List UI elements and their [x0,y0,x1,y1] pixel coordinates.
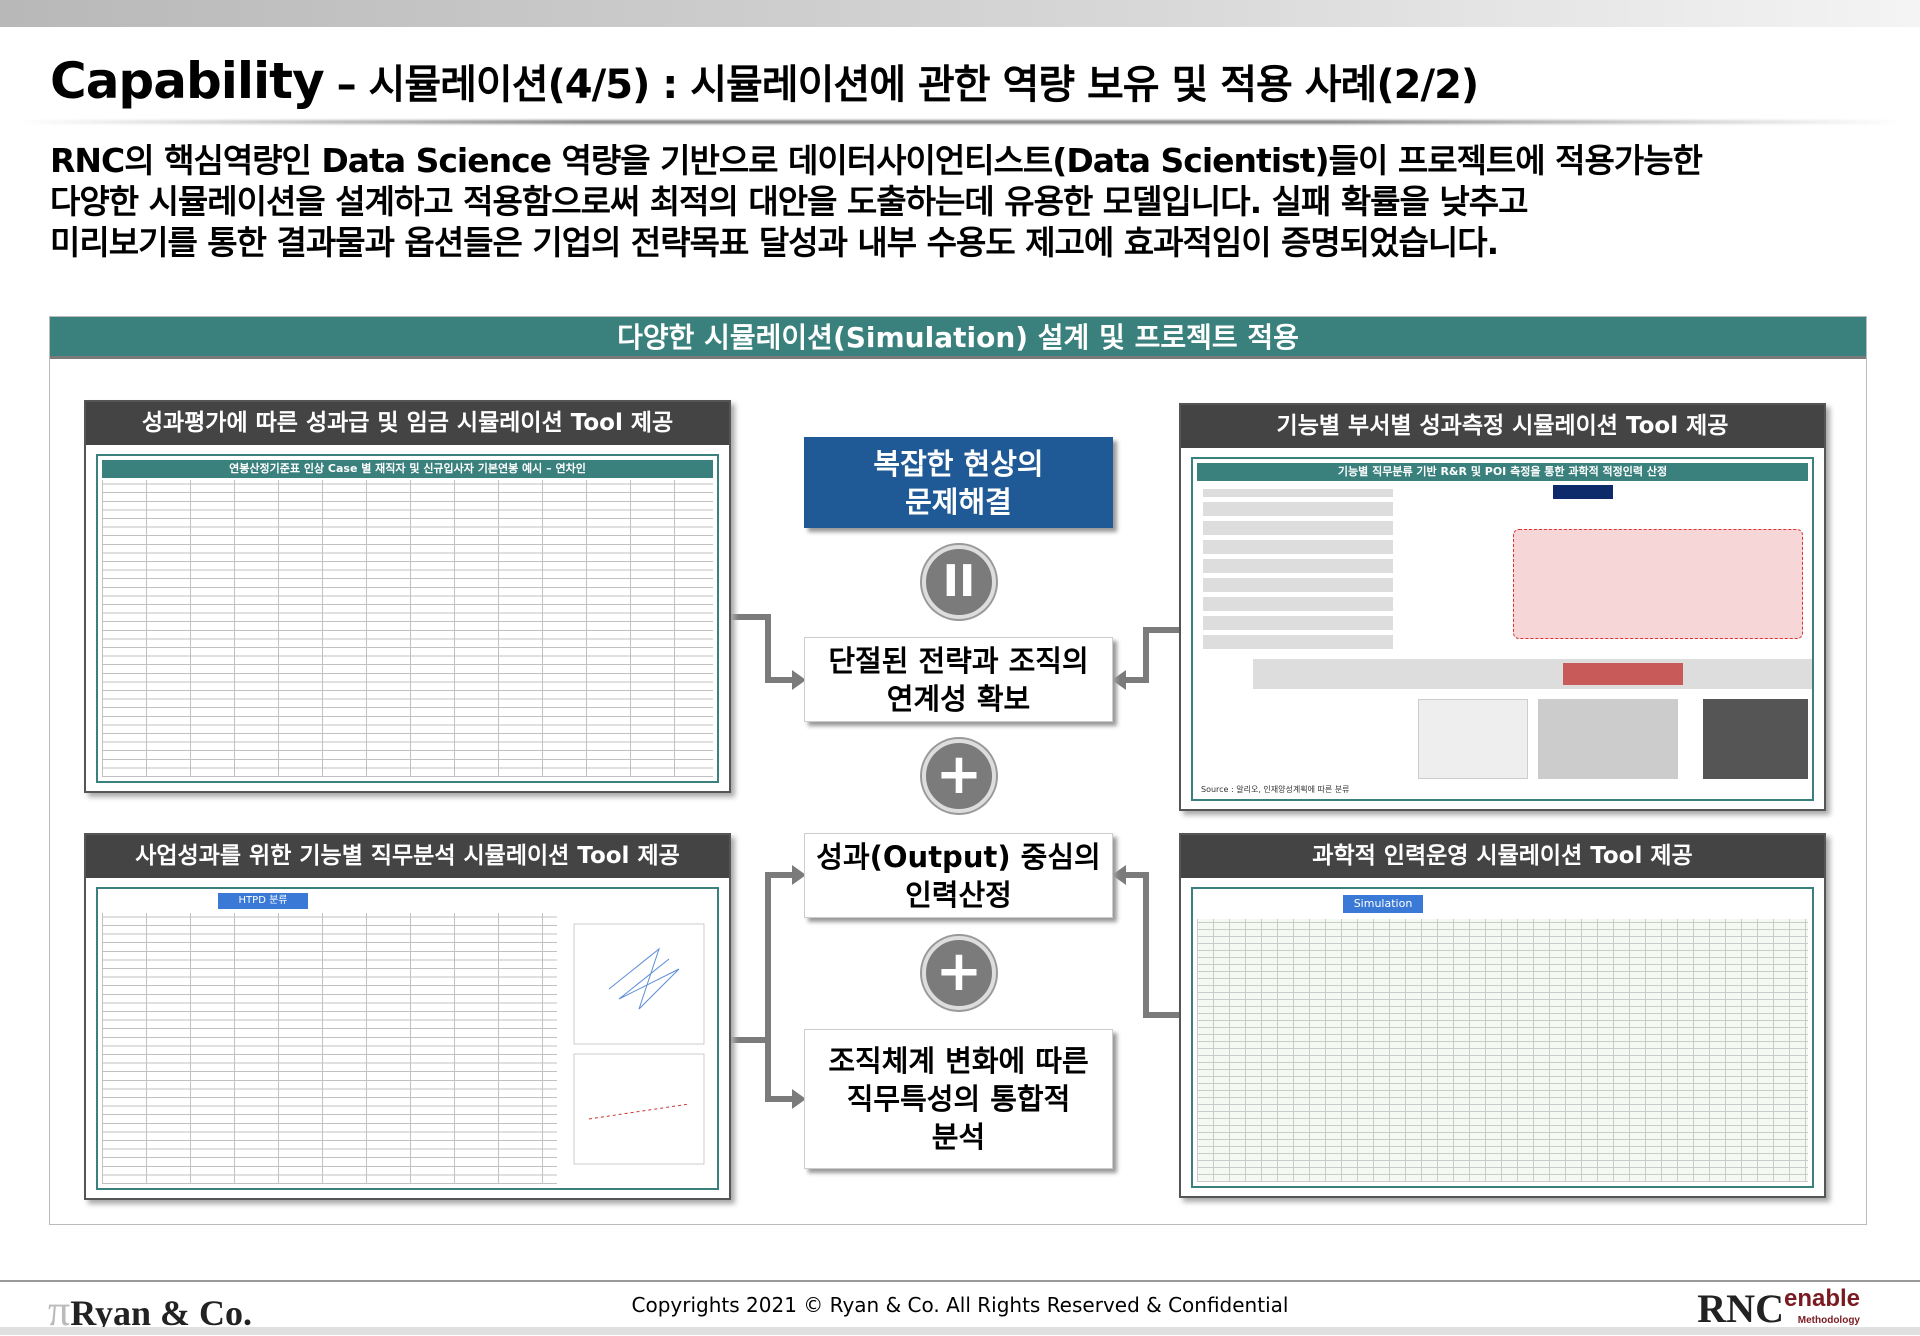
box-label: 단절된 전략과 조직의 연계성 확보 [828,643,1089,716]
connector-bottom-right [1126,872,1179,1018]
thumb-title: Simulation [1343,895,1423,913]
ryan-logo: πRyan & Co. [48,1286,252,1335]
box-label: 성과(Output) 중심의 인력산정 [816,839,1101,912]
spreadsheet-thumbnail: 연봉산정기준표 인상 Case 별 재직자 및 신규입사자 기본연봉 예시 – … [96,454,719,783]
intro-paragraph: RNC의 핵심역량인 Data Science 역량을 기반으로 데이터사이언티… [50,140,1890,263]
diagram-thumbnail: 기능별 직무분류 기반 R&R 및 POI 측정을 통한 과학적 적정인력 산정… [1191,457,1814,801]
box-output-staffing: 성과(Output) 중심의 인력산정 [804,833,1113,918]
box-complex-problem-solving: 복잡한 현상의 문제해결 [804,437,1113,528]
copyright: Copyrights 2021 © Ryan & Co. All Rights … [631,1293,1289,1317]
box-label: 조직체계 변화에 따른 직무특성의 통합적 분석 [828,1044,1089,1154]
content-frame: 다양한 시뮬레이션(Simulation) 설계 및 프로젝트 적용 [49,316,1867,1225]
panel-pay-simulation: 성과평가에 따른 성과급 및 임금 시뮬레이션 Tool 제공 연봉산정기준표 … [84,400,731,793]
panel-title: 사업성과를 위한 기능별 직무분석 시뮬레이션 Tool 제공 [86,835,729,878]
footer-bar [0,1327,1920,1335]
intro-line: 다양한 시뮬레이션을 설계하고 적용함으로써 최적의 대안을 도출하는데 유용한… [50,182,1528,221]
box-label: 복잡한 현상의 문제해결 [873,446,1044,519]
panel-title: 기능별 부서별 성과측정 시뮬레이션 Tool 제공 [1181,405,1824,448]
title-en: Capability [50,52,325,110]
panel-job-analysis: 사업성과를 위한 기능별 직무분석 시뮬레이션 Tool 제공 HTPD 분류 [84,833,731,1200]
connector-top-left [731,614,792,683]
brand: RNC [1697,1286,1784,1331]
brand-sub2: Methodology [1797,1315,1860,1326]
connector-top-right [1126,627,1179,683]
connector-bottom-left-down [765,1040,792,1102]
rnc-logo: RNCenable Methodology [1697,1285,1860,1332]
intro-line: 미리보기를 통한 결과물과 옵션들은 기업의 전략목표 달성과 내부 수용도 제… [50,223,1499,262]
brand-sub: enable [1783,1285,1860,1312]
connector-bottom-left-up [731,872,792,1043]
plus-icon: + [922,739,996,813]
source-note: Source : 알리오, 인재양성계획에 따른 분류 [1201,785,1350,794]
footer-divider [0,1280,1920,1282]
logo-text: Ryan & Co. [70,1293,252,1333]
panel-title: 과학적 인력운영 시뮬레이션 Tool 제공 [1181,835,1824,878]
box-job-analysis: 조직체계 변화에 따른 직무특성의 통합적 분석 [804,1029,1113,1169]
panel-performance-simulation: 기능별 부서별 성과측정 시뮬레이션 Tool 제공 기능별 직무분류 기반 R… [1179,403,1826,811]
panel-workforce-simulation: 과학적 인력운영 시뮬레이션 Tool 제공 Simulation [1179,833,1826,1198]
spreadsheet-thumbnail: Simulation [1191,887,1814,1188]
title-ko: – 시뮬레이션(4/5) : 시뮬레이션에 관한 역량 보유 및 적용 사례(2… [323,62,1480,108]
top-bar [0,0,1920,27]
thumb-charts [573,923,705,1165]
box-strategy-linkage: 단절된 전략과 조직의 연계성 확보 [804,637,1113,722]
plus-icon: + [922,936,996,1010]
thumb-title: 연봉산정기준표 인상 Case 별 재직자 및 신규입사자 기본연봉 예시 – … [102,460,713,478]
pause-icon: II [922,545,996,619]
page-title: Capability – 시뮬레이션(4/5) : 시뮬레이션에 관한 역량 보… [50,52,1480,110]
intro-line: RNC의 핵심역량인 Data Science 역량을 기반으로 데이터사이언티… [50,141,1703,180]
spreadsheet-thumbnail: HTPD 분류 [96,887,719,1190]
thumb-title: HTPD 분류 [218,893,308,909]
section-banner: 다양한 시뮬레이션(Simulation) 설계 및 프로젝트 적용 [50,317,1866,359]
thumb-title: 기능별 직무분류 기반 R&R 및 POI 측정을 통한 과학적 적정인력 산정 [1197,463,1808,481]
divider [20,120,1900,124]
panel-title: 성과평가에 따른 성과급 및 임금 시뮬레이션 Tool 제공 [86,402,729,445]
